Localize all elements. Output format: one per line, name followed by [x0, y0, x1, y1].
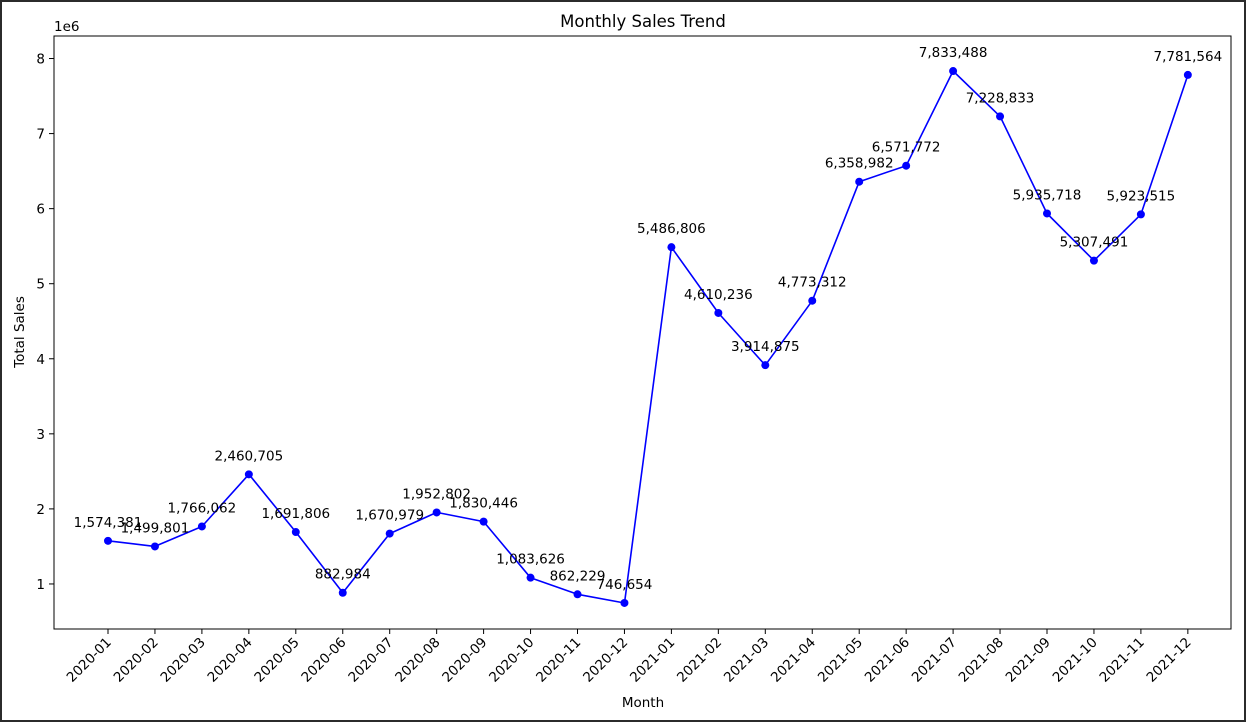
x-tick-label: 2020-06 — [298, 635, 349, 686]
y-tick-label: 1 — [36, 577, 45, 593]
y-tick-label: 3 — [36, 427, 45, 443]
data-label: 862,229 — [550, 568, 606, 584]
y-tick-label: 4 — [36, 352, 45, 368]
x-tick-label: 2020-11 — [533, 635, 584, 686]
data-label: 3,914,875 — [731, 339, 800, 355]
x-tick-label: 2020-02 — [111, 635, 162, 686]
data-label: 5,923,515 — [1107, 188, 1176, 204]
x-tick-label: 2021-11 — [1097, 635, 1148, 686]
data-point — [432, 508, 441, 517]
y-tick-label: 6 — [36, 202, 45, 218]
x-tick-label: 2021-06 — [862, 635, 913, 686]
x-tick-label: 2021-05 — [815, 635, 866, 686]
data-point — [291, 528, 300, 537]
data-point — [385, 529, 394, 538]
data-label: 7,228,833 — [966, 90, 1035, 106]
y-tick-label: 7 — [36, 127, 45, 143]
data-label: 4,773,312 — [778, 275, 847, 291]
data-label: 2,460,705 — [214, 448, 283, 464]
x-tick-label: 2020-12 — [580, 635, 631, 686]
data-label: 7,781,564 — [1153, 49, 1222, 65]
data-point — [479, 517, 488, 526]
x-tick-label: 2021-12 — [1143, 635, 1194, 686]
y-tick-label: 2 — [36, 502, 45, 518]
data-label: 6,358,982 — [825, 156, 894, 172]
x-tick-label: 2020-03 — [158, 635, 209, 686]
data-label: 5,307,491 — [1060, 235, 1129, 251]
data-label: 1,766,062 — [168, 500, 237, 516]
data-point — [996, 112, 1005, 121]
x-tick-label: 2020-08 — [392, 635, 443, 686]
data-label: 882,984 — [315, 567, 371, 583]
series-line — [107, 70, 1189, 604]
plot-area — [53, 35, 1232, 630]
data-point — [197, 522, 206, 531]
data-label: 5,486,806 — [637, 221, 706, 237]
data-point — [1136, 210, 1145, 219]
data-point — [1043, 209, 1051, 218]
data-point — [667, 243, 676, 252]
data-label: 1,830,446 — [449, 496, 518, 512]
x-tick-label: 2020-04 — [204, 635, 255, 686]
chart-title: Monthly Sales Trend — [560, 12, 726, 31]
data-label: 1,499,801 — [121, 520, 190, 536]
data-point — [338, 588, 347, 597]
y-axis-offset-label: 1e6 — [54, 19, 79, 35]
y-axis-label: Total Sales — [12, 296, 28, 369]
x-tick-label: 2020-10 — [486, 635, 537, 686]
data-point — [855, 177, 864, 186]
x-axis-ticks: 2020-012020-022020-032020-042020-052020-… — [64, 629, 1195, 686]
data-label: 1,691,806 — [261, 506, 330, 522]
data-label: 1,574,381 — [74, 515, 143, 531]
data-point — [104, 536, 112, 545]
data-point — [1089, 256, 1098, 265]
data-point — [573, 590, 582, 599]
x-axis-label: Month — [622, 695, 664, 711]
data-label: 1,083,626 — [496, 552, 565, 568]
data-point — [150, 542, 159, 551]
x-tick-label: 2021-09 — [1003, 635, 1054, 686]
y-tick-label: 5 — [36, 277, 45, 293]
data-point — [526, 573, 535, 582]
data-label: 6,571,772 — [872, 140, 941, 156]
x-tick-label: 2021-10 — [1050, 635, 1101, 686]
data-label: 5,935,718 — [1013, 187, 1082, 203]
data-point — [902, 161, 911, 170]
data-label: 4,610,236 — [684, 287, 753, 303]
x-tick-label: 2021-02 — [674, 635, 725, 686]
data-point — [761, 361, 770, 370]
x-tick-label: 2021-04 — [768, 635, 819, 686]
x-tick-label: 2020-09 — [439, 635, 490, 686]
x-tick-label: 2021-08 — [956, 635, 1007, 686]
data-point — [808, 296, 817, 305]
data-label: 746,654 — [597, 577, 653, 593]
data-point — [949, 67, 958, 76]
data-label: 1,952,802 — [402, 486, 471, 502]
data-point — [714, 308, 723, 317]
data-point — [620, 598, 629, 607]
x-tick-label: 2020-05 — [251, 635, 302, 686]
y-tick-label: 8 — [36, 52, 45, 68]
x-tick-label: 2020-01 — [64, 635, 115, 686]
x-tick-label: 2021-01 — [627, 635, 678, 686]
x-tick-label: 2021-03 — [721, 635, 772, 686]
x-tick-label: 2020-07 — [345, 635, 396, 686]
data-label: 7,833,488 — [919, 45, 988, 61]
data-label: 1,670,979 — [355, 508, 424, 524]
y-axis-ticks: 1 2 3 4 5 6 7 8 — [36, 52, 54, 593]
data-point — [244, 470, 253, 479]
series-points — [104, 67, 1192, 607]
x-tick-label: 2021-07 — [909, 635, 960, 686]
data-point — [1183, 70, 1192, 79]
